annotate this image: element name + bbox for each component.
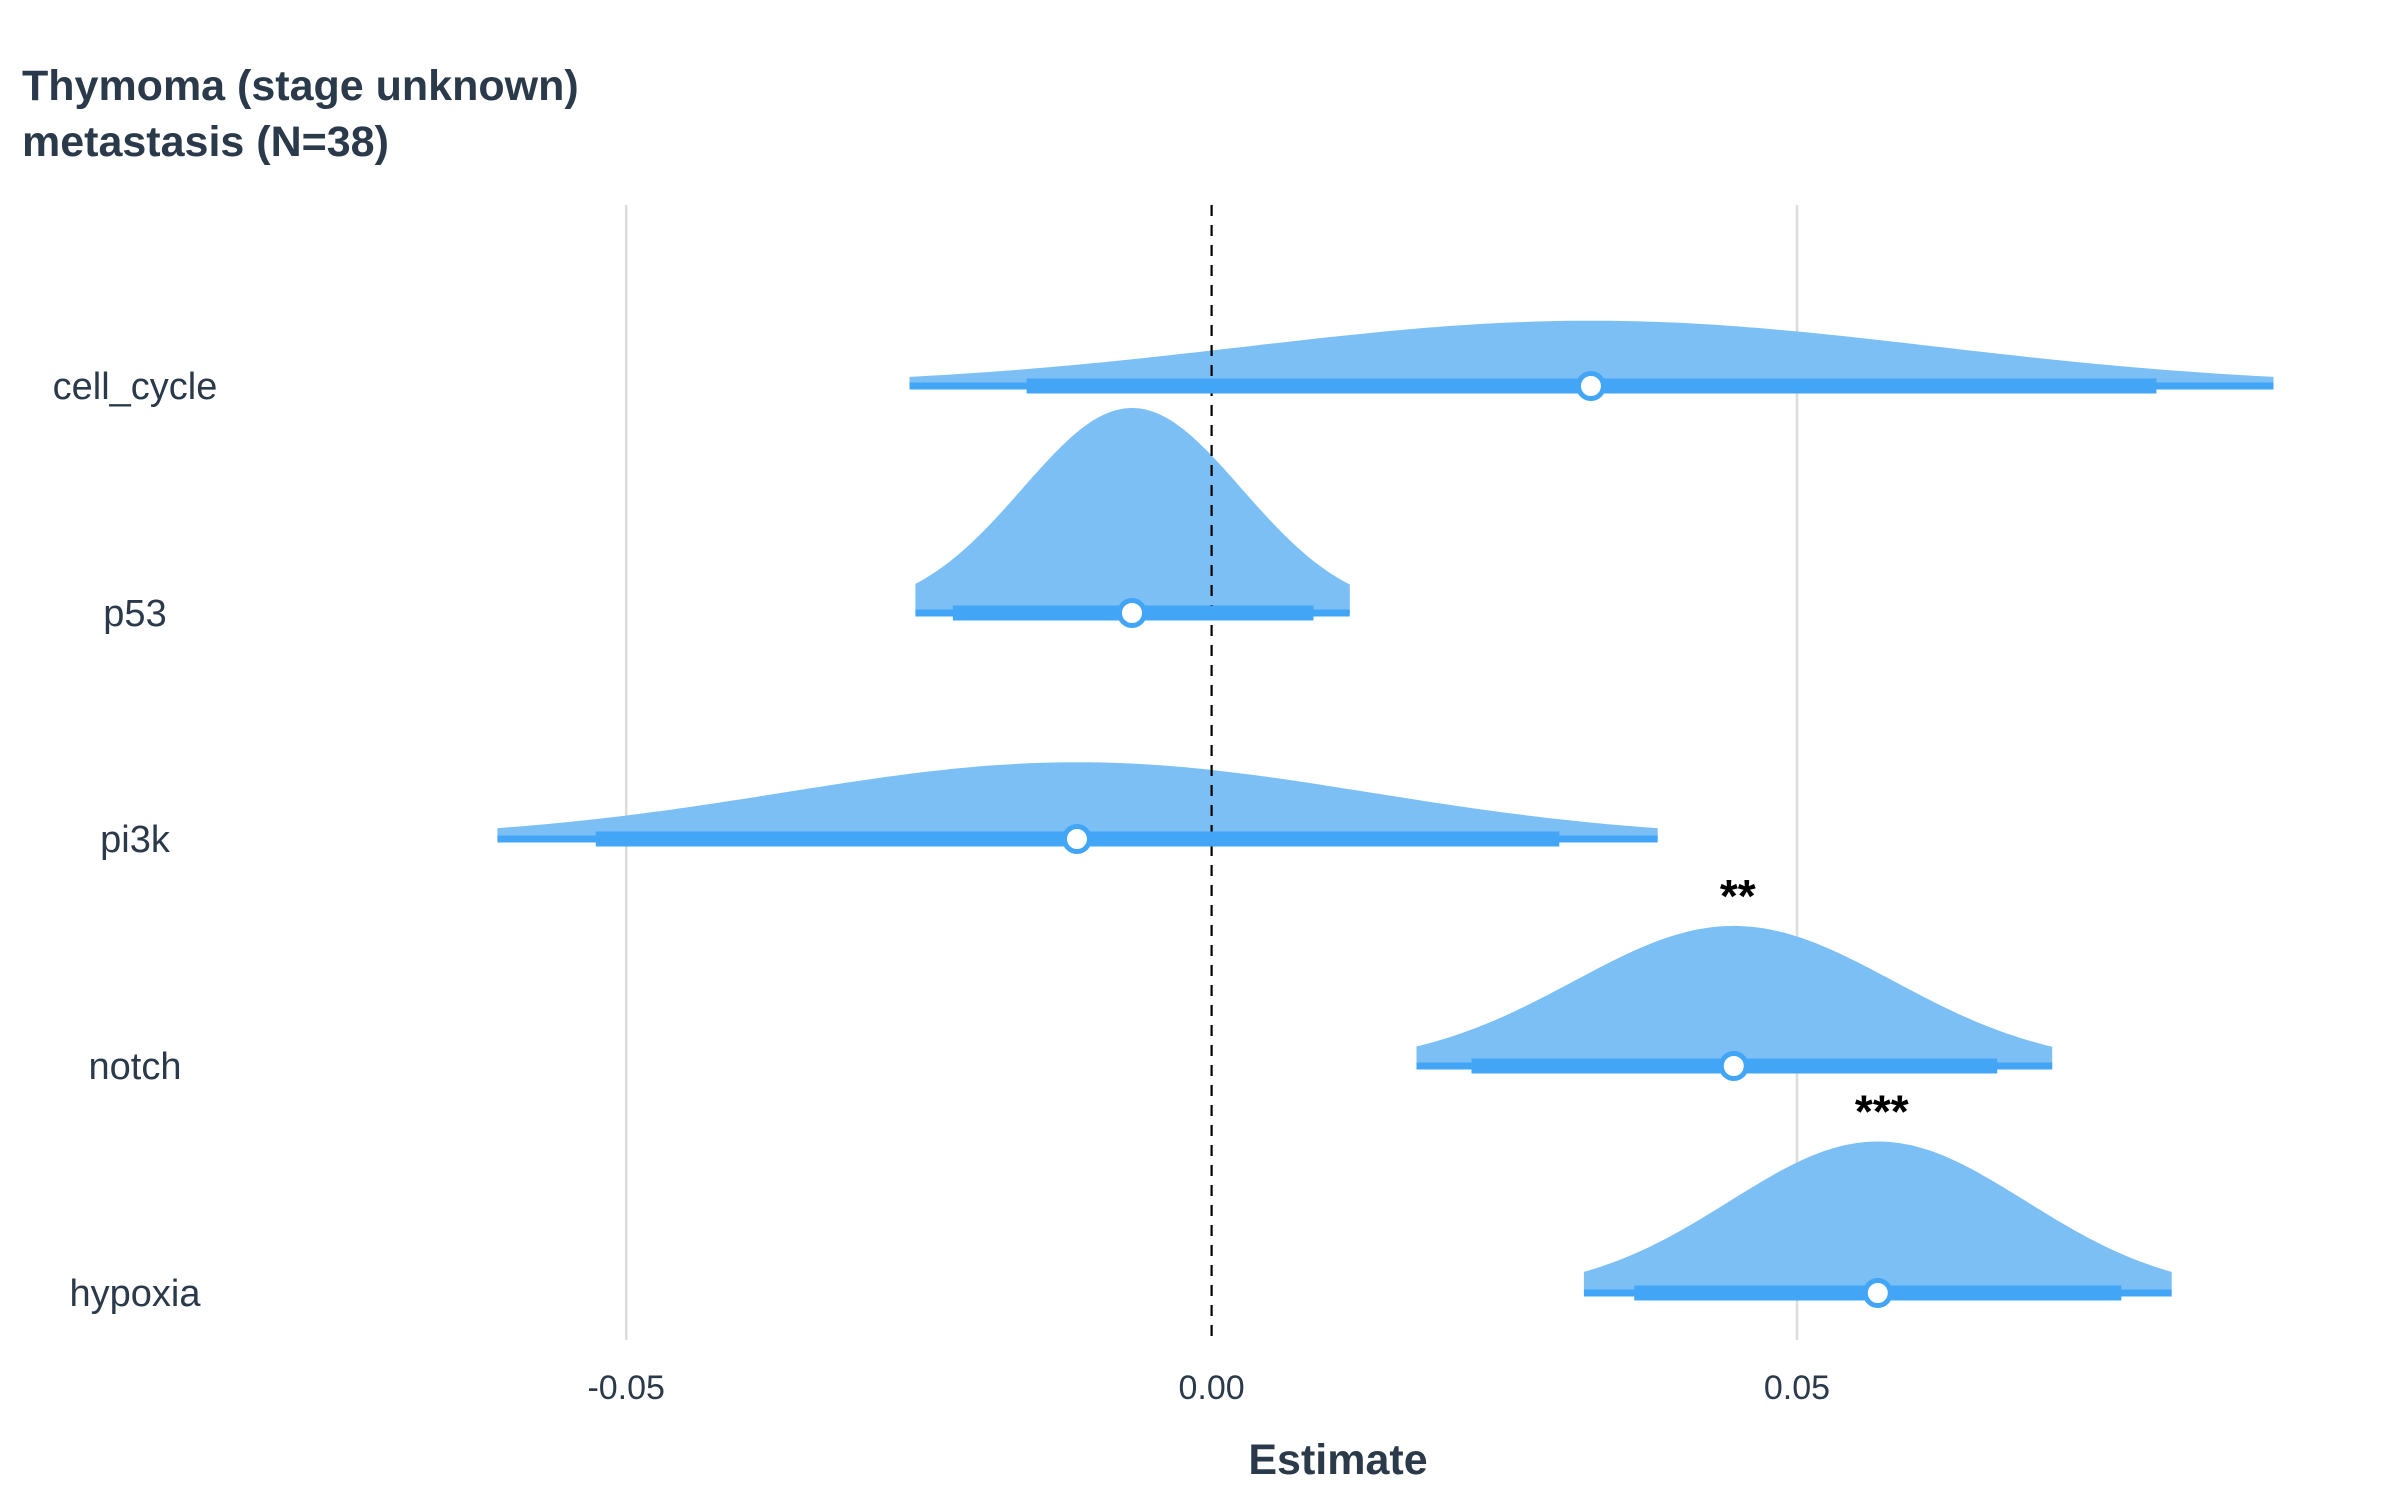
density-p53 <box>915 408 1350 613</box>
y-label-p53: p53 <box>103 593 166 635</box>
significance-notch: ** <box>1720 870 1756 922</box>
y-axis-labels: cell_cycle p53 pi3k notch hypoxia <box>53 366 218 1315</box>
significance-markers: ***** <box>1720 870 1909 1138</box>
x-tick-label-2: 0.05 <box>1764 1369 1830 1407</box>
point-cell_cycle <box>1575 371 1606 401</box>
point-pi3k <box>1061 824 1092 854</box>
density-shapes <box>497 320 2274 1293</box>
title-line-2: metastasis (N=38) <box>22 118 389 166</box>
title-line-1: Thymoma (stage unknown) <box>22 62 579 110</box>
point-p53 <box>1116 598 1147 628</box>
density-cell_cycle <box>909 320 2274 386</box>
chart-title: Thymoma (stage unknown) metastasis (N=38… <box>22 58 579 170</box>
significance-hypoxia: *** <box>1855 1085 1909 1137</box>
y-label-pi3k: pi3k <box>100 819 171 861</box>
y-label-hypoxia: hypoxia <box>70 1273 202 1315</box>
grid-lines <box>624 205 1799 1340</box>
x-tick-label-1: 0.00 <box>1179 1369 1245 1407</box>
y-label-cell_cycle: cell_cycle <box>53 366 218 408</box>
point-hypoxia <box>1862 1278 1893 1308</box>
x-axis-label: Estimate <box>1248 1436 1427 1484</box>
point-estimates <box>1061 371 1893 1308</box>
density-pi3k <box>497 762 1658 839</box>
x-tick-label-0: -0.05 <box>587 1369 665 1407</box>
density-notch <box>1416 925 2053 1066</box>
y-label-notch: notch <box>89 1046 182 1088</box>
density-hypoxia <box>1583 1141 2172 1293</box>
interval-bars <box>497 378 2274 1301</box>
point-notch <box>1718 1051 1749 1081</box>
x-axis-tick-labels: -0.05 0.00 0.05 <box>587 1369 1830 1407</box>
